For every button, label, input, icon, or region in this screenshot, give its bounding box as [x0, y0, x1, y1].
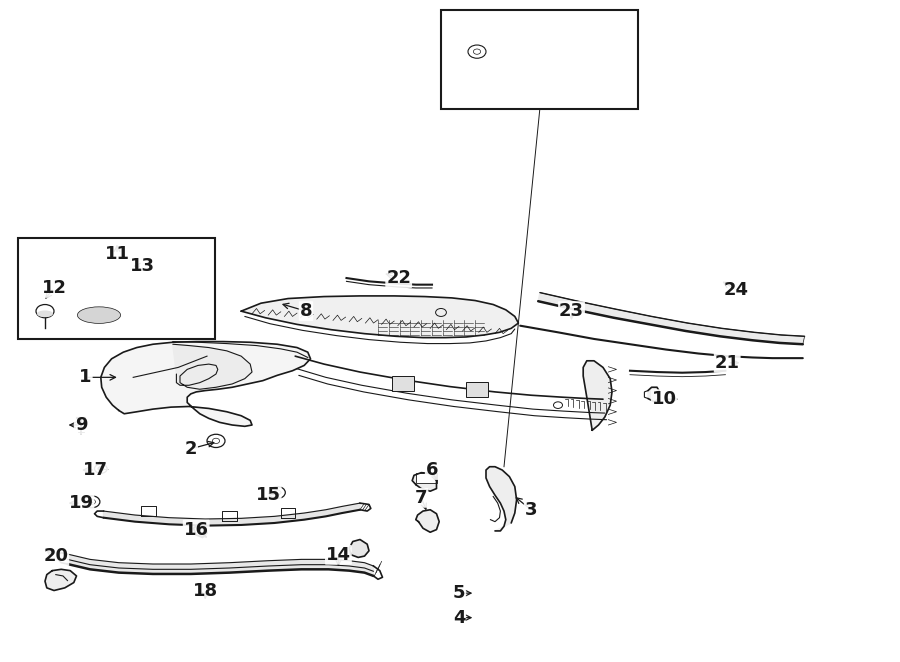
Text: 7: 7: [415, 489, 428, 507]
Bar: [392, 376, 414, 391]
Text: 16: 16: [184, 520, 209, 539]
Text: 13: 13: [130, 257, 155, 275]
Polygon shape: [241, 296, 518, 338]
Text: 2: 2: [184, 440, 197, 458]
Polygon shape: [416, 510, 439, 532]
Polygon shape: [121, 311, 146, 328]
Text: 3: 3: [525, 500, 537, 519]
Text: 8: 8: [300, 302, 312, 320]
Ellipse shape: [38, 311, 52, 316]
Polygon shape: [101, 342, 310, 426]
Bar: [416, 473, 437, 483]
Bar: [466, 382, 488, 397]
FancyBboxPatch shape: [18, 238, 215, 339]
Polygon shape: [68, 554, 374, 576]
Polygon shape: [173, 344, 252, 389]
Text: 6: 6: [426, 461, 438, 479]
Text: 10: 10: [652, 390, 677, 408]
Text: 15: 15: [256, 485, 281, 504]
Text: 23: 23: [559, 302, 584, 320]
Text: 20: 20: [43, 547, 68, 565]
Text: 4: 4: [453, 608, 465, 627]
Polygon shape: [45, 569, 76, 591]
Polygon shape: [412, 473, 436, 491]
Text: 9: 9: [75, 416, 87, 434]
Text: 22: 22: [386, 269, 411, 287]
Polygon shape: [648, 387, 660, 402]
Polygon shape: [194, 524, 207, 538]
Text: 19: 19: [68, 494, 94, 512]
Polygon shape: [104, 503, 360, 526]
Polygon shape: [459, 73, 475, 86]
Text: 1: 1: [79, 368, 92, 387]
Polygon shape: [486, 467, 517, 531]
Text: 21: 21: [715, 354, 740, 372]
Text: 14: 14: [326, 545, 351, 564]
Text: 18: 18: [193, 581, 218, 600]
Circle shape: [98, 467, 104, 471]
Ellipse shape: [77, 307, 121, 324]
Text: 17: 17: [83, 461, 108, 479]
Polygon shape: [538, 293, 805, 344]
Text: 12: 12: [41, 279, 67, 297]
Polygon shape: [63, 299, 133, 330]
Polygon shape: [511, 50, 556, 105]
Text: 11: 11: [104, 245, 130, 263]
Polygon shape: [583, 361, 612, 430]
Polygon shape: [349, 540, 369, 557]
Text: 24: 24: [724, 281, 749, 299]
FancyBboxPatch shape: [441, 10, 638, 109]
Text: 5: 5: [453, 584, 465, 602]
